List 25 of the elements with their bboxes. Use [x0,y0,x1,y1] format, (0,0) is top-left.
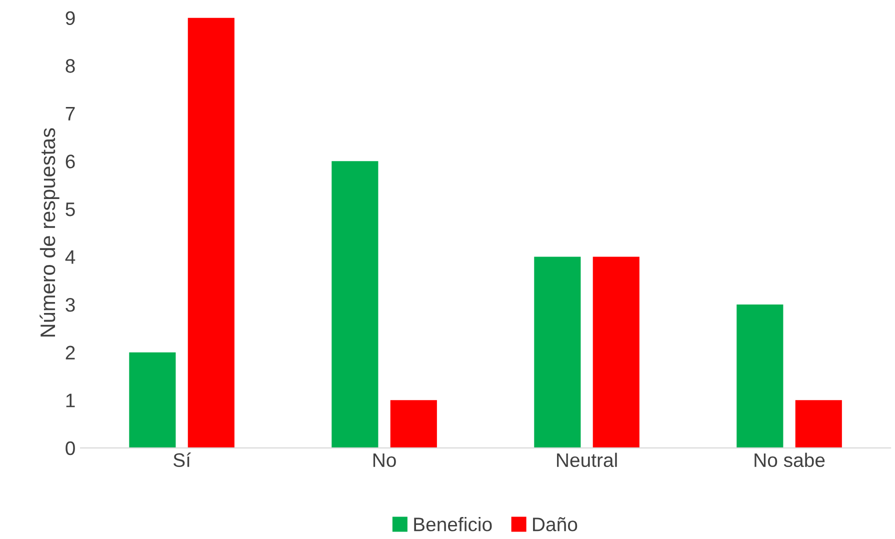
y-tick-label: 6 [66,154,75,168]
x-tick-label: No sabe [754,452,825,468]
y-tick-label: 3 [66,298,75,312]
y-tick-label: 2 [66,346,75,360]
y-tick-label: 9 [66,11,75,26]
legend-label: Beneficio [414,517,492,532]
y-tick-label: 8 [66,59,75,73]
x-tick-label: Sí [173,452,191,468]
bar [736,304,784,448]
bar [592,256,640,448]
y-tick-label: 5 [66,202,75,216]
bar [129,352,176,448]
legend-label: Daño [533,517,578,532]
bar [534,256,581,448]
y-tick-label: 4 [65,250,76,264]
bar [188,18,234,448]
x-tick-label: Neutral [557,452,617,468]
bar [390,400,437,448]
y-tick-label: 7 [66,107,75,120]
y-tick-label: 0 [66,441,75,456]
y-axis-title: Número de respuestas [40,128,60,337]
x-tick-label: No [373,453,396,468]
bar [332,161,378,448]
bar [795,400,842,448]
y-tick-label: 1 [66,394,75,408]
